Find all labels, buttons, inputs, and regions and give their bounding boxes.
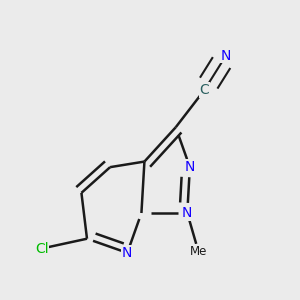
Text: N: N <box>182 206 193 220</box>
Text: Me: Me <box>190 245 207 258</box>
Text: N: N <box>122 246 133 260</box>
Text: C: C <box>200 83 209 97</box>
Text: Cl: Cl <box>35 242 48 256</box>
Text: N: N <box>185 160 195 174</box>
Text: N: N <box>221 49 231 63</box>
